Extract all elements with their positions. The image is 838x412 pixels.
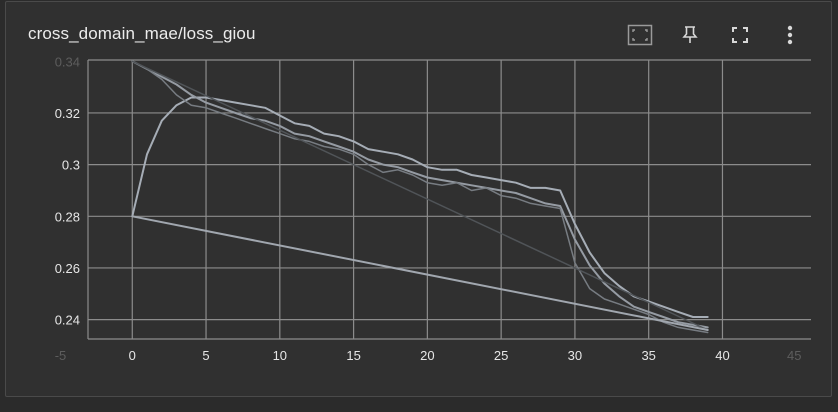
x-tick-label-faint: 45 [787,348,801,363]
series-line-4 [131,60,709,331]
more-options-button[interactable] [765,20,815,50]
x-tick-label: 40 [715,348,729,363]
y-tick-label: 0.26 [55,261,80,276]
x-tick-label: 0 [129,348,136,363]
pin-button[interactable] [665,20,715,50]
series-line-3 [131,60,709,334]
fullscreen-button[interactable] [715,20,765,50]
y-tick-label: 0.28 [55,209,80,224]
y-tick-label-faint: 0.34 [55,54,80,69]
fit-to-data-icon [627,24,653,46]
y-tick-label: 0.3 [62,158,80,173]
more-vert-icon [787,25,793,45]
x-tick-label: 30 [568,348,582,363]
x-axis-ticks: 0 5 10 15 20 25 30 35 40 -5 45 [55,348,802,363]
series-line-5 [131,215,709,331]
series-line-1 [131,96,709,318]
chart-title: cross_domain_mae/loss_giou [28,24,256,43]
y-axis-ticks: 0.24 0.26 0.28 0.3 0.32 0.34 [55,54,80,327]
y-tick-label: 0.24 [55,313,80,328]
x-tick-label: 10 [273,348,287,363]
x-tick-label: 20 [420,348,434,363]
pin-icon [682,26,698,43]
fullscreen-icon [732,27,748,43]
series-line-2 [131,60,709,329]
x-tick-label: 35 [641,348,655,363]
chart-toolbar [615,20,815,50]
y-tick-label: 0.32 [55,106,80,121]
x-tick-label-faint: -5 [55,348,67,363]
fit-domain-button[interactable] [615,20,665,50]
x-tick-label: 15 [346,348,360,363]
grid-lines [87,59,811,340]
x-tick-label: 25 [494,348,508,363]
x-tick-label: 5 [202,348,209,363]
series-lines [131,60,709,334]
